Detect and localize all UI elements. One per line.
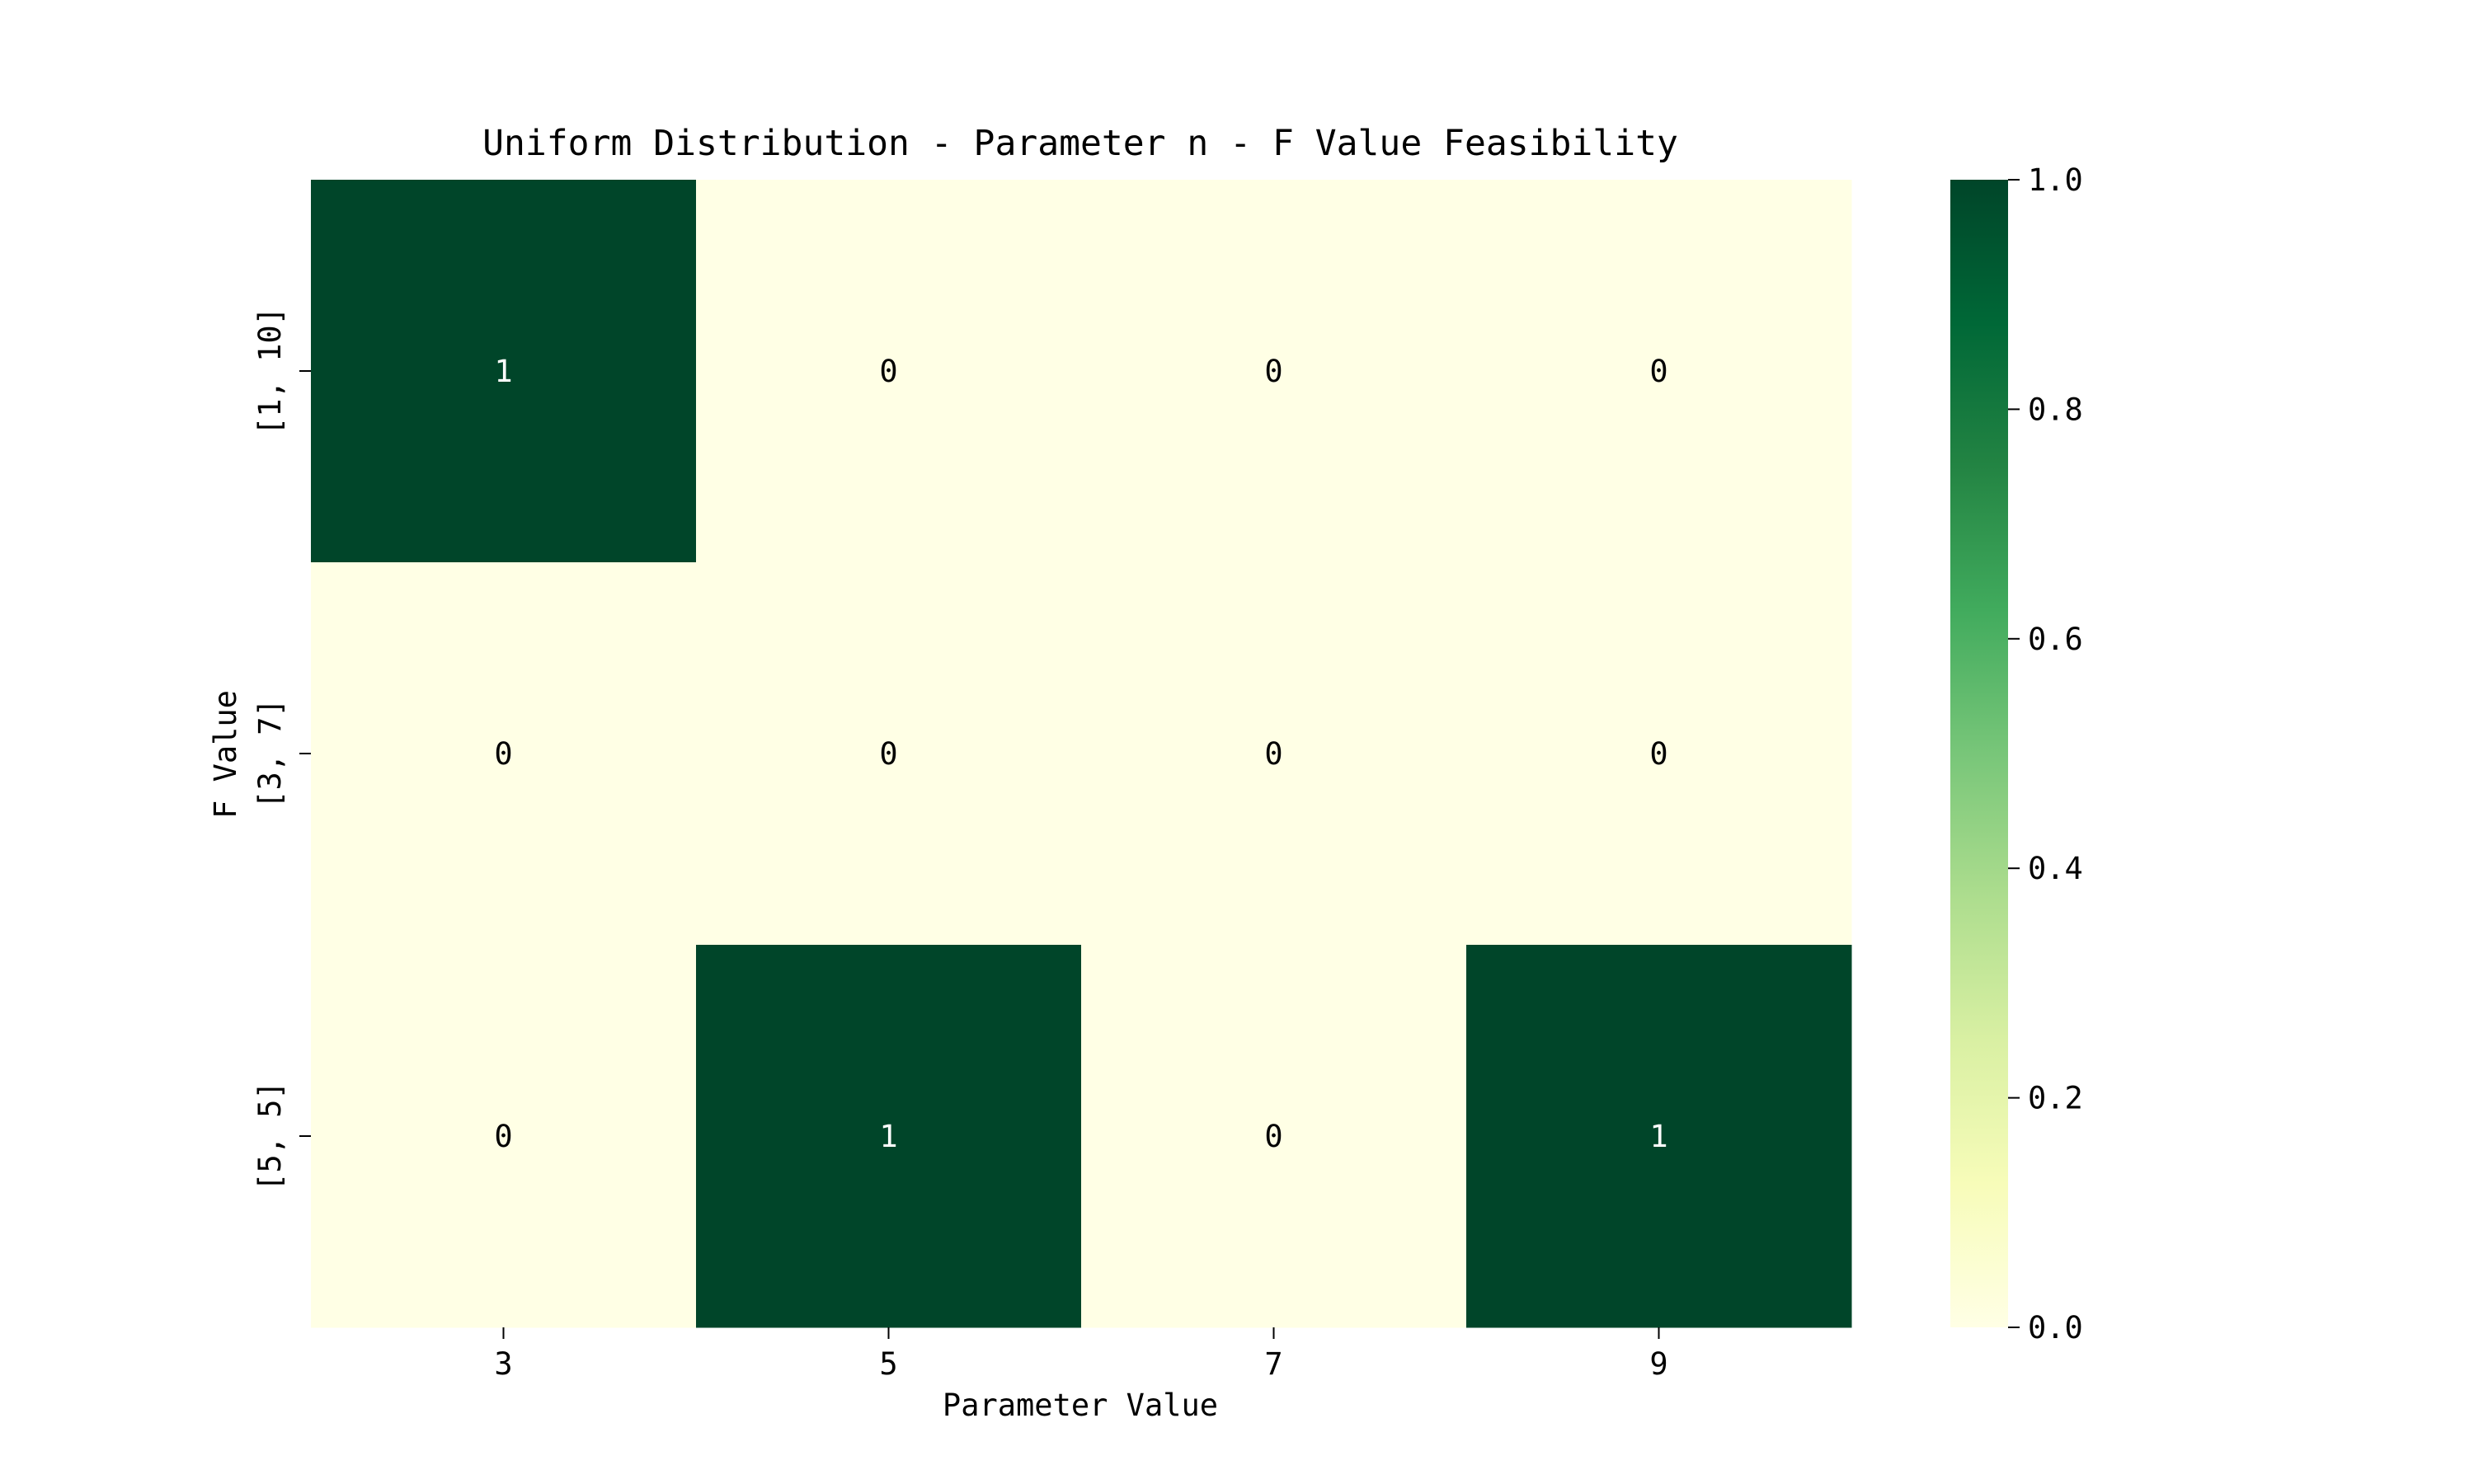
colorbar-tick-label: 0.0 [2028, 1310, 2083, 1345]
cell-annotation: 0 [1264, 354, 1282, 389]
heatmap-cell [1466, 945, 1852, 1328]
heatmap-cell [1081, 945, 1467, 1328]
x-axis: 3 5 7 9 [494, 1327, 1668, 1382]
cell-annotation: 0 [1649, 354, 1667, 389]
cell-annotations: 1 0 0 0 0 0 0 0 0 1 0 1 [494, 354, 1667, 1154]
y-axis-label: F Value [208, 690, 243, 819]
colorbar: 0.0 0.2 0.4 0.6 0.8 1.0 [1950, 162, 2083, 1345]
x-tick-label: 7 [1264, 1346, 1282, 1382]
heatmap-cell [1081, 180, 1467, 563]
colorbar-tick-label: 0.2 [2028, 1081, 2083, 1116]
y-tick-label: [3, 7] [252, 698, 288, 809]
heatmap-cell [1466, 562, 1852, 946]
cell-annotation: 0 [879, 736, 897, 772]
colorbar-tick-label: 0.6 [2028, 622, 2083, 657]
x-tick-label: 5 [879, 1346, 897, 1382]
heatmap-cell [696, 945, 1082, 1328]
colorbar-tick-label: 1.0 [2028, 162, 2083, 198]
colorbar-tick-label: 0.8 [2028, 392, 2083, 427]
cell-annotation: 0 [879, 354, 897, 389]
x-tick-label: 9 [1649, 1346, 1667, 1382]
colorbar-tick-label: 0.4 [2028, 851, 2083, 886]
heatmap-cell [311, 180, 697, 563]
cell-annotation: 1 [494, 354, 512, 389]
colorbar-gradient [1950, 180, 2008, 1327]
cell-annotation: 1 [879, 1119, 897, 1154]
cell-annotation: 1 [1649, 1119, 1667, 1154]
cell-annotation: 0 [494, 736, 512, 772]
heatmap-cell [311, 562, 697, 946]
heatmap-cell [1081, 562, 1467, 946]
x-axis-label: Parameter Value [943, 1388, 1218, 1423]
cell-annotation: 0 [1264, 736, 1282, 772]
heatmap-cell [1466, 180, 1852, 563]
heatmap-cell [696, 180, 1082, 563]
cell-annotation: 0 [494, 1119, 512, 1154]
heatmap-cell [696, 562, 1082, 946]
x-tick-label: 3 [494, 1346, 512, 1382]
cell-annotation: 0 [1264, 1119, 1282, 1154]
heatmap-cell [311, 945, 697, 1328]
y-tick-label: [5, 5] [252, 1081, 288, 1191]
y-tick-label: [1, 10] [252, 307, 288, 435]
cell-annotation: 0 [1649, 736, 1667, 772]
y-axis: [1, 10] [3, 7] [5, 5] [252, 307, 311, 1191]
chart-title: Uniform Distribution - Parameter n - F V… [482, 123, 1678, 164]
heatmap-cells [311, 180, 1852, 1328]
